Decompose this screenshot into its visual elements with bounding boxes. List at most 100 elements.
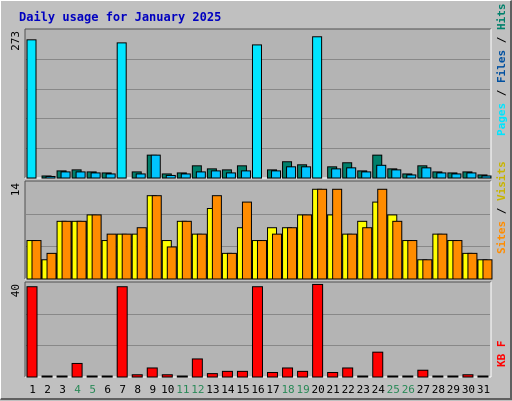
sites-bar — [256, 240, 267, 280]
files-bar — [210, 170, 221, 179]
sites-bar — [226, 252, 237, 280]
sites-bar — [272, 233, 283, 280]
kbytes-bar — [131, 374, 143, 378]
day-label: 8 — [134, 383, 141, 396]
sites-bar — [332, 188, 343, 280]
legend-hits: Hits — [495, 4, 508, 31]
kbytes-bar — [101, 375, 113, 378]
kbytes-bar — [267, 371, 279, 378]
kbytes-bar — [312, 283, 324, 378]
kbytes-bar — [372, 351, 384, 378]
files-bar — [466, 172, 477, 179]
day-label: 11 — [176, 383, 189, 396]
day-label: 24 — [372, 383, 386, 396]
day-label: 1 — [29, 383, 36, 396]
day-label: 18 — [281, 383, 294, 396]
top-legend: Pages / Files / Hits — [495, 4, 508, 137]
day-label: 20 — [312, 383, 325, 396]
day-label: 27 — [417, 383, 430, 396]
day-label: 28 — [432, 383, 445, 396]
day-label: 5 — [89, 383, 96, 396]
kbytes-bar — [282, 367, 294, 378]
pages-bar — [26, 39, 37, 179]
sites-bar — [76, 220, 87, 280]
sites-bar — [452, 240, 463, 280]
kbytes-bar — [26, 286, 38, 378]
kbytes-bar — [56, 375, 68, 378]
day-label: 23 — [357, 383, 370, 396]
day-label: 21 — [327, 383, 340, 396]
pages-bar — [312, 36, 323, 179]
kbytes-bar — [387, 375, 399, 378]
files-bar — [331, 168, 342, 179]
kbytes-bar — [221, 370, 233, 378]
files-bar — [271, 170, 282, 179]
files-bar — [286, 166, 297, 179]
files-bar — [451, 173, 462, 179]
day-label: 4 — [74, 383, 81, 396]
files-bar — [105, 173, 116, 179]
sites-bar — [317, 188, 328, 280]
kbytes-bar — [342, 367, 354, 378]
kbytes-bar — [116, 286, 128, 378]
sites-bar — [46, 252, 57, 280]
kbytes-bar — [191, 358, 203, 378]
sites-bar — [392, 220, 403, 280]
files-bar — [180, 173, 191, 179]
day-label: 14 — [221, 383, 235, 396]
files-bar — [346, 167, 357, 179]
files-bar — [165, 174, 176, 179]
pages-bar — [116, 42, 127, 179]
files-bar — [421, 167, 432, 179]
sites-bar — [422, 259, 433, 280]
day-label: 17 — [266, 383, 279, 396]
files-bar — [406, 174, 417, 179]
day-label: 29 — [447, 383, 460, 396]
sites-bar — [362, 227, 373, 280]
day-label: 19 — [296, 383, 309, 396]
kbytes-bar — [432, 375, 444, 378]
kbytes-bar — [417, 369, 429, 378]
files-bar — [376, 164, 387, 179]
legend-separator: / — [495, 83, 508, 103]
legend-files: Files — [495, 50, 508, 83]
files-bar — [240, 170, 251, 179]
files-bar — [391, 169, 402, 179]
day-label: 9 — [149, 383, 156, 396]
legend-visits: Visits — [495, 161, 508, 201]
sites-bar — [467, 252, 478, 280]
sites-bar — [166, 246, 177, 280]
kbytes-bar — [146, 367, 158, 378]
sites-bar — [121, 233, 132, 280]
kbytes-bar — [86, 375, 98, 378]
sites-bar — [482, 259, 493, 280]
kbytes-bar — [477, 375, 489, 378]
sites-bar — [91, 214, 102, 280]
top-ymax-label: 273 — [9, 31, 22, 51]
kbytes-bar — [297, 370, 309, 378]
day-label: 12 — [191, 383, 204, 396]
day-label: 13 — [206, 383, 219, 396]
day-label: 6 — [104, 383, 111, 396]
kbytes-bar — [71, 362, 83, 378]
sites-bar — [151, 195, 162, 280]
files-bar — [135, 173, 146, 179]
files-bar — [60, 171, 71, 179]
day-label: 7 — [119, 383, 126, 396]
files-bar — [436, 172, 447, 179]
day-label: 10 — [161, 383, 174, 396]
kbytes-bar — [236, 370, 248, 378]
day-label: 25 — [387, 383, 400, 396]
sites-bar — [31, 240, 42, 280]
day-label: 2 — [44, 383, 51, 396]
legend-pages: Pages — [495, 103, 508, 136]
kbytes-bar — [176, 375, 188, 378]
kbytes-bar — [327, 371, 339, 378]
bottom-legend: KB F — [495, 341, 508, 368]
files-bar — [45, 175, 56, 179]
kbytes-bar — [462, 374, 474, 378]
day-label: 31 — [477, 383, 490, 396]
sites-bar — [211, 195, 222, 280]
files-bar — [90, 172, 101, 179]
